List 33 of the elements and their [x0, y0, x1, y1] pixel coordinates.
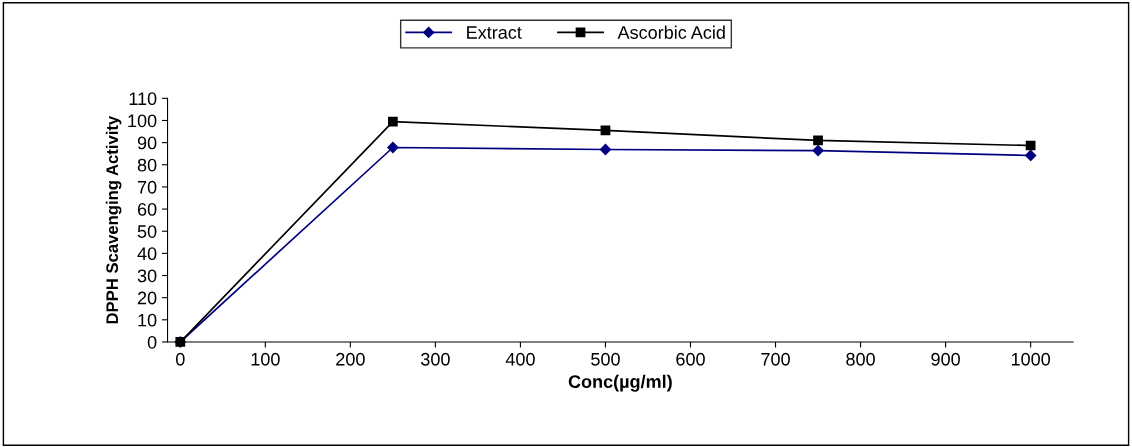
y-tick-label: 90: [137, 136, 157, 150]
x-tick-label: 700: [761, 352, 790, 366]
x-tick-label: 1000: [1011, 352, 1050, 366]
point: [599, 143, 612, 156]
point: [388, 116, 398, 127]
x-tick-label: 100: [251, 352, 280, 366]
x-tick-label: 600: [676, 352, 705, 366]
legend-label: Extract: [467, 26, 522, 39]
x-axis-title: Conc(µg/ml): [568, 374, 672, 392]
legend-label: Ascorbic Acid: [617, 25, 725, 39]
point: [1025, 149, 1037, 162]
y-tick-label: 40: [137, 247, 157, 261]
y-tick-label: 70: [137, 180, 157, 194]
y-tick-label: 100: [128, 114, 157, 128]
y-tick-label: 0: [147, 335, 157, 349]
x-tick-label: 500: [591, 352, 620, 366]
y-tick-label: 30: [137, 269, 157, 283]
x-tick-label: 800: [846, 352, 875, 366]
x-tick-label: 300: [421, 352, 450, 366]
point: [387, 141, 399, 154]
point: [812, 145, 824, 157]
x-tick-label: 400: [505, 352, 535, 366]
y-tick-label: 50: [137, 225, 157, 238]
x-tick-label: 900: [931, 352, 960, 366]
point: [813, 135, 823, 146]
y-tick-label: 110: [129, 92, 157, 106]
y-tick-label: 20: [137, 291, 157, 305]
x-tick-label: 200: [336, 352, 365, 366]
x-tick-label: 0: [175, 352, 185, 366]
y-tick-label: 10: [138, 313, 157, 327]
y-tick-label: 80: [137, 158, 157, 172]
y-tick-label: 60: [137, 203, 157, 216]
y-axis-title: DPPH Scavenging Activity: [105, 115, 122, 324]
